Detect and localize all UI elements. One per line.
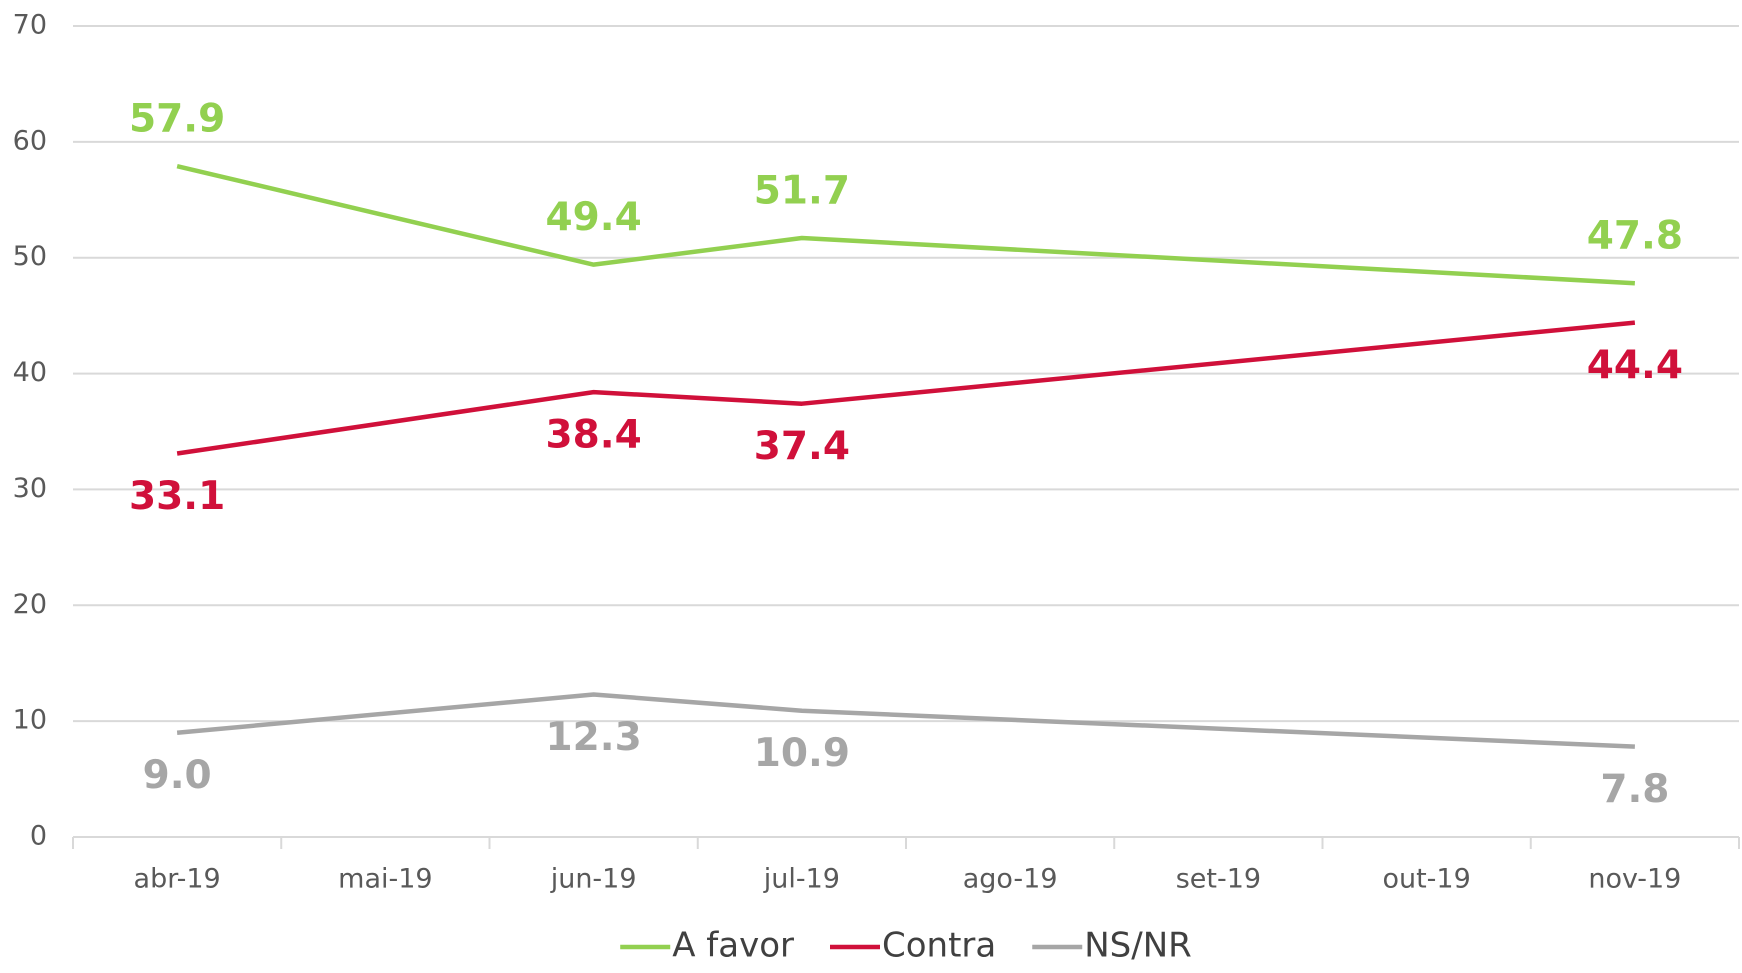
legend-label: NS/NR <box>1084 926 1192 966</box>
legend-label: A favor <box>672 926 794 966</box>
y-tick-label: 10 <box>13 705 47 736</box>
data-label: 49.4 <box>546 195 642 240</box>
data-label: 38.4 <box>546 413 642 458</box>
y-tick-label: 40 <box>13 357 47 388</box>
x-tick-label: abr-19 <box>134 864 221 895</box>
x-tick-label: set-19 <box>1176 864 1261 895</box>
data-label: 44.4 <box>1587 343 1683 388</box>
data-label: 9.0 <box>143 753 212 798</box>
data-label: 10.9 <box>754 731 850 776</box>
data-label: 12.3 <box>546 715 642 760</box>
data-label: 33.1 <box>129 474 225 519</box>
legend-label: Contra <box>882 926 996 966</box>
y-tick-label: 60 <box>13 125 47 156</box>
y-tick-label: 70 <box>13 10 47 41</box>
data-label: 7.8 <box>1600 767 1669 812</box>
x-tick-label: jun-19 <box>550 864 637 895</box>
y-tick-label: 20 <box>13 589 47 620</box>
line-series <box>176 692 1635 749</box>
data-label: 57.9 <box>129 97 225 142</box>
x-tick-label: mai-19 <box>338 864 432 895</box>
legend: A favor Contra NS/NR <box>620 926 1192 966</box>
y-tick-label: 0 <box>30 821 47 852</box>
line-series <box>176 163 1636 286</box>
line-series <box>176 320 1636 456</box>
x-tick-label: jul-19 <box>763 864 840 895</box>
x-tick-label: ago-19 <box>963 864 1058 895</box>
x-tick-label: out-19 <box>1382 864 1470 895</box>
y-tick-label: 50 <box>13 241 47 272</box>
y-tick-label: 30 <box>13 473 47 504</box>
data-label: 47.8 <box>1587 214 1683 259</box>
data-label: 37.4 <box>754 424 850 469</box>
data-label: 51.7 <box>754 169 850 214</box>
x-tick-label: nov-19 <box>1588 864 1681 895</box>
